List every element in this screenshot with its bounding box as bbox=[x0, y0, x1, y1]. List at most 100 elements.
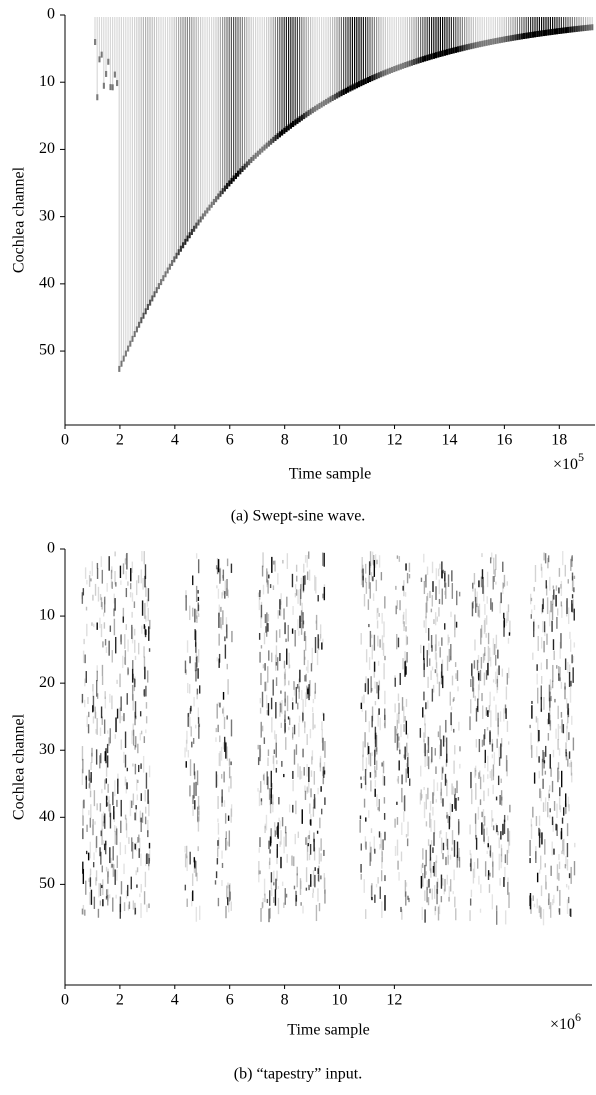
response-ridge bbox=[514, 34, 517, 41]
response-ridge bbox=[94, 39, 97, 46]
response-ridge bbox=[300, 114, 303, 121]
response-ridge bbox=[459, 45, 462, 52]
response-ridge bbox=[98, 56, 101, 63]
response-ridge bbox=[498, 37, 501, 44]
x-axis-label: Time sample bbox=[289, 466, 372, 483]
response-ridge bbox=[210, 201, 213, 208]
response-ridge bbox=[382, 70, 385, 77]
x-tick-label: 0 bbox=[61, 432, 69, 449]
response-ridge bbox=[226, 182, 229, 189]
response-ridge bbox=[485, 39, 488, 46]
response-ridge bbox=[468, 43, 471, 50]
response-ridge bbox=[311, 107, 314, 114]
x-tick-label: 18 bbox=[551, 432, 567, 449]
response-ridge bbox=[111, 84, 114, 91]
response-ridge bbox=[124, 350, 127, 357]
response-ridge bbox=[406, 61, 409, 68]
response-ridge bbox=[237, 170, 240, 177]
response-ridge bbox=[157, 283, 160, 290]
response-ridge bbox=[109, 84, 112, 91]
response-ridge bbox=[281, 129, 284, 136]
response-ridge bbox=[175, 252, 178, 259]
plot-area bbox=[81, 551, 576, 926]
response-ridge bbox=[322, 100, 325, 107]
response-ridge bbox=[393, 66, 396, 73]
response-ridge bbox=[274, 134, 277, 141]
response-ridge bbox=[131, 335, 134, 342]
response-ridge bbox=[573, 26, 576, 33]
response-ridge bbox=[428, 54, 431, 61]
response-ridge bbox=[239, 168, 242, 175]
response-ridge bbox=[208, 204, 211, 211]
y-axis-label: Cochlea channel bbox=[11, 166, 28, 273]
response-ridge bbox=[349, 85, 352, 92]
x-tick-label: 14 bbox=[441, 432, 457, 449]
response-ridge bbox=[133, 331, 136, 338]
response-ridge bbox=[245, 161, 248, 168]
response-ridge bbox=[327, 97, 330, 104]
response-ridge bbox=[377, 72, 380, 79]
y-tick-label: 40 bbox=[39, 808, 55, 825]
response-ridge bbox=[129, 340, 132, 347]
x-tick-label: 6 bbox=[226, 432, 234, 449]
response-ridge bbox=[278, 131, 281, 138]
response-ridge bbox=[443, 49, 446, 56]
response-ridge bbox=[426, 54, 429, 61]
response-ridge bbox=[490, 38, 493, 45]
response-ridge bbox=[173, 256, 176, 263]
response-ridge bbox=[472, 42, 475, 49]
response-ridge bbox=[230, 177, 233, 184]
response-ridge bbox=[199, 216, 202, 223]
response-ridge bbox=[267, 140, 270, 147]
response-ridge bbox=[190, 228, 193, 235]
response-ridge bbox=[439, 50, 442, 57]
response-ridge bbox=[331, 95, 334, 102]
response-ridge bbox=[272, 136, 275, 143]
response-ridge bbox=[195, 222, 198, 229]
response-ridge bbox=[206, 207, 209, 214]
response-ridge bbox=[254, 152, 257, 159]
response-ridge bbox=[446, 49, 449, 56]
response-ridge bbox=[144, 308, 147, 315]
response-ridge bbox=[591, 24, 594, 31]
response-ridge bbox=[463, 44, 466, 51]
response-ridge bbox=[113, 71, 116, 78]
response-ridge bbox=[487, 39, 490, 46]
response-ridge bbox=[380, 71, 383, 78]
x-multiplier: ×105 bbox=[553, 450, 584, 473]
x-tick-label: 8 bbox=[281, 432, 289, 449]
response-ridge bbox=[448, 48, 451, 55]
response-ridge bbox=[584, 24, 587, 31]
response-ridge bbox=[470, 43, 473, 50]
response-ridge bbox=[336, 92, 339, 99]
response-ridge bbox=[146, 303, 149, 310]
response-ridge bbox=[333, 93, 336, 100]
y-tick-label: 0 bbox=[47, 540, 55, 557]
x-tick-label: 8 bbox=[281, 992, 289, 1009]
response-ridge bbox=[270, 138, 273, 145]
response-ridge bbox=[547, 29, 550, 36]
response-ridge bbox=[562, 27, 565, 34]
response-ridge bbox=[160, 279, 163, 286]
response-ridge bbox=[386, 68, 389, 75]
response-ridge bbox=[265, 142, 268, 149]
response-ridge bbox=[204, 210, 207, 217]
response-ridge bbox=[171, 259, 174, 266]
response-ridge bbox=[404, 62, 407, 69]
response-ridge bbox=[166, 267, 169, 274]
x-tick-label: 10 bbox=[331, 992, 347, 1009]
response-ridge bbox=[465, 44, 468, 51]
response-ridge bbox=[344, 87, 347, 94]
response-ridge bbox=[329, 96, 332, 103]
response-ridge bbox=[305, 111, 308, 118]
response-ridge bbox=[298, 116, 301, 123]
response-ridge bbox=[314, 105, 317, 112]
response-ridge bbox=[188, 232, 191, 239]
response-ridge bbox=[325, 98, 328, 105]
x-tick-label: 16 bbox=[496, 432, 512, 449]
response-ridge bbox=[142, 312, 145, 319]
response-ridge bbox=[248, 159, 251, 166]
y-tick-label: 30 bbox=[39, 741, 55, 758]
response-ridge bbox=[410, 59, 413, 66]
response-ridge bbox=[105, 70, 108, 77]
